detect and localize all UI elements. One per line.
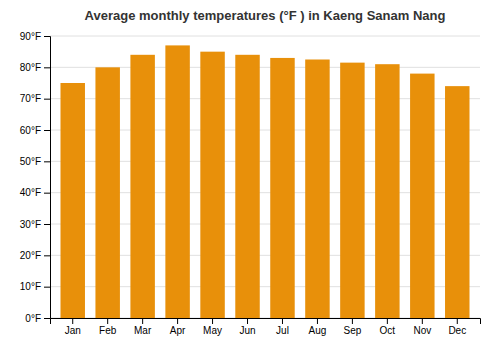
y-tick: 80°F	[20, 62, 50, 73]
y-tick-mark	[44, 193, 50, 194]
y-tick-label: 50°F	[20, 156, 41, 167]
y-axis: 0°F 10°F 20°F 30°F 40°F 50°F 60°F 70°F 80°F 90°F	[20, 31, 51, 324]
x-tick: Oct	[380, 318, 396, 336]
y-tick-label: 40°F	[20, 187, 41, 198]
x-tick-label: Dec	[448, 325, 466, 336]
x-tick-mark	[282, 318, 283, 324]
bars	[60, 45, 469, 318]
x-tick-label: Jul	[276, 325, 289, 336]
y-tick: 20°F	[20, 250, 50, 261]
x-tick-label: Jun	[239, 325, 255, 336]
y-tick: 10°F	[20, 281, 50, 292]
x-tick-label: Apr	[170, 325, 186, 336]
grid	[50, 36, 480, 318]
y-tick-mark	[44, 287, 50, 288]
x-tick: Sep	[343, 318, 361, 336]
x-tick: Jun	[239, 318, 255, 336]
x-tick-label: Feb	[99, 325, 117, 336]
bar	[235, 55, 259, 318]
y-tick-mark	[44, 99, 50, 100]
y-tick: 90°F	[20, 31, 50, 42]
x-tick: Nov	[413, 318, 431, 336]
x-tick: Aug	[309, 318, 327, 336]
bar	[340, 63, 364, 318]
x-tick-mark	[457, 318, 458, 324]
x-tick-label: Nov	[413, 325, 431, 336]
x-tick: Feb	[99, 318, 117, 336]
grid-line	[50, 36, 480, 37]
y-tick: 40°F	[20, 187, 50, 198]
x-tick-mark	[422, 318, 423, 324]
y-tick: 70°F	[20, 93, 50, 104]
y-tick-mark	[44, 130, 50, 131]
y-tick-label: 30°F	[20, 219, 41, 230]
bar	[270, 58, 294, 318]
bar	[410, 74, 434, 318]
axis-line	[51, 319, 481, 325]
bar	[375, 64, 399, 318]
bar	[130, 55, 154, 318]
bar	[60, 83, 84, 318]
x-tick: Jan	[65, 318, 81, 336]
y-tick: 60°F	[20, 125, 50, 136]
y-tick-label: 20°F	[20, 250, 41, 261]
y-tick-label: 10°F	[20, 281, 41, 292]
y-tick-label: 70°F	[20, 93, 41, 104]
x-tick-mark	[387, 318, 388, 324]
x-tick-label: Oct	[380, 325, 396, 336]
bar	[95, 67, 119, 318]
x-tick-mark	[317, 318, 318, 324]
y-tick-label: 60°F	[20, 125, 41, 136]
x-tick-label: Sep	[343, 325, 361, 336]
y-tick-label: 80°F	[20, 62, 41, 73]
axis-line	[44, 37, 51, 319]
bar	[165, 45, 189, 318]
chart: 0°F 10°F 20°F 30°F 40°F 50°F 60°F 70°F 80°F 90°F J…	[0, 0, 500, 350]
y-tick-mark	[44, 255, 50, 256]
y-tick-mark	[44, 67, 50, 68]
y-tick: 0°F	[25, 313, 50, 324]
y-tick-label: 0°F	[25, 313, 41, 324]
x-tick-mark	[142, 318, 143, 324]
bar	[200, 52, 224, 318]
y-tick: 30°F	[20, 219, 50, 230]
y-tick: 50°F	[20, 156, 50, 167]
y-tick-label: 90°F	[20, 31, 41, 42]
bar	[445, 86, 469, 318]
title: Average monthly temperatures (°F ) in Ka…	[85, 8, 446, 23]
plot: 0°F 10°F 20°F 30°F 40°F 50°F 60°F 70°F 80°F 90°F J…	[20, 31, 481, 336]
x-tick-label: May	[203, 325, 222, 336]
x-tick: May	[203, 318, 222, 336]
x-tick-mark	[177, 318, 178, 324]
bar	[305, 60, 329, 319]
x-tick: Apr	[170, 318, 186, 336]
x-tick: Jul	[276, 318, 289, 336]
x-tick-mark	[212, 318, 213, 324]
x-tick-label: Jan	[65, 325, 81, 336]
x-tick: Mar	[134, 318, 152, 336]
x-tick-label: Mar	[134, 325, 152, 336]
x-tick: Dec	[448, 318, 466, 336]
y-tick-mark	[44, 161, 50, 162]
y-tick-mark	[44, 224, 50, 225]
x-axis: Jan Feb Mar Apr May Jun Jul Aug Sep Oct Nov Dec	[51, 318, 481, 336]
x-tick-mark	[107, 318, 108, 324]
x-tick-mark	[247, 318, 248, 324]
x-tick-label: Aug	[309, 325, 327, 336]
y-tick-mark	[44, 36, 50, 37]
x-tick-mark	[352, 318, 353, 324]
y-tick-mark	[44, 318, 50, 319]
x-tick-mark	[72, 318, 73, 324]
